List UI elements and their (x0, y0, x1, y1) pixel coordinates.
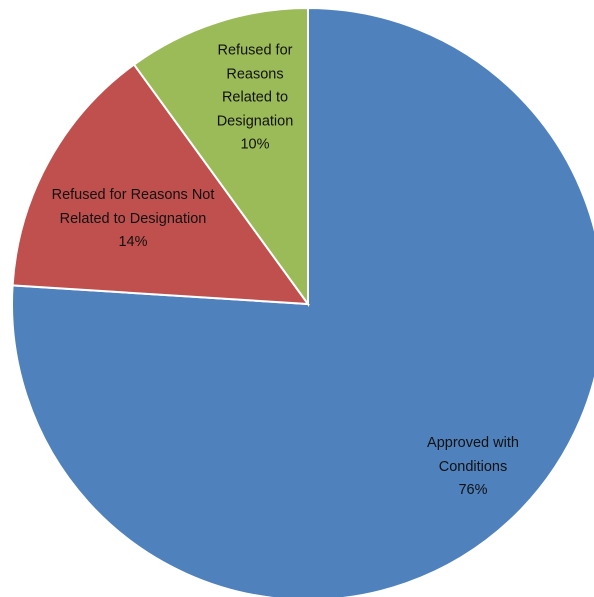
slice-name: Refused for Reasons Not Related to Desig… (51, 186, 215, 227)
pie-slice (11, 6, 594, 597)
pie-slice (132, 6, 309, 308)
pie-slice (11, 63, 311, 306)
data-label: Approved with Conditions 76% (408, 432, 538, 503)
data-label: Refused for Reasons Related to Designati… (200, 39, 310, 157)
slice-name: Approved with Conditions (427, 434, 519, 475)
data-label: Refused for Reasons Not Related to Desig… (46, 184, 221, 255)
slice-percent: 76% (458, 481, 488, 498)
slice-percent: 14% (118, 233, 148, 250)
slice-percent: 10% (240, 136, 270, 153)
slice-name: Refused for Reasons Related to Designati… (216, 42, 294, 129)
